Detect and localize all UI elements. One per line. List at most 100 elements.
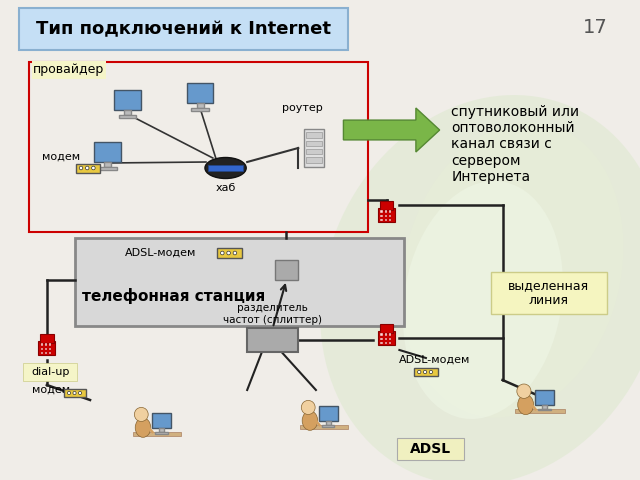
Circle shape	[424, 370, 427, 374]
Bar	[65, 389, 86, 397]
Bar	[388, 342, 391, 344]
Text: ADSL: ADSL	[410, 442, 451, 456]
Bar	[326, 421, 331, 425]
Bar	[380, 324, 394, 333]
Text: Тип подключений к Internet: Тип подключений к Internet	[36, 20, 332, 38]
Circle shape	[134, 408, 148, 421]
Ellipse shape	[135, 418, 151, 437]
Bar	[49, 343, 51, 346]
Bar	[385, 210, 387, 213]
Text: модем: модем	[42, 152, 79, 162]
Bar	[322, 425, 335, 427]
Bar	[319, 407, 338, 421]
Ellipse shape	[205, 157, 246, 179]
Bar	[99, 168, 116, 170]
Bar	[45, 352, 47, 354]
Bar	[304, 129, 324, 168]
Bar	[217, 249, 242, 258]
Bar	[118, 115, 136, 118]
Bar	[38, 341, 55, 355]
Bar	[49, 352, 51, 354]
Text: хаб: хаб	[216, 183, 236, 193]
Text: модем: модем	[32, 385, 70, 395]
Bar	[45, 348, 47, 350]
Bar	[49, 348, 51, 350]
Circle shape	[301, 400, 315, 415]
Bar	[515, 409, 564, 413]
Bar	[388, 337, 391, 340]
Text: 17: 17	[583, 18, 608, 37]
Bar	[306, 149, 322, 155]
Ellipse shape	[320, 95, 640, 480]
Bar	[40, 352, 43, 354]
Bar	[300, 425, 348, 429]
Bar	[414, 368, 438, 376]
Text: выделенная
линия: выделенная линия	[508, 279, 589, 307]
Text: разделитель
частот (сплиттер): разделитель частот (сплиттер)	[223, 303, 322, 325]
Bar	[196, 103, 204, 108]
Bar	[29, 62, 368, 232]
Bar	[385, 337, 387, 340]
Bar	[155, 432, 168, 433]
Bar	[132, 432, 181, 435]
Text: ADSL-модем: ADSL-модем	[399, 355, 471, 365]
Circle shape	[429, 370, 433, 374]
Bar	[378, 208, 395, 222]
Bar	[388, 219, 391, 221]
Ellipse shape	[403, 181, 563, 419]
Circle shape	[220, 251, 224, 255]
Bar	[491, 272, 607, 314]
Bar	[380, 337, 383, 340]
Bar	[388, 333, 391, 336]
Circle shape	[92, 166, 95, 170]
Ellipse shape	[518, 395, 534, 415]
Bar	[191, 108, 209, 111]
Bar	[380, 333, 383, 336]
Bar	[76, 164, 100, 172]
Text: ADSL-модем: ADSL-модем	[125, 248, 196, 258]
Bar	[385, 215, 387, 217]
Bar	[76, 238, 404, 326]
Bar	[306, 141, 322, 146]
Circle shape	[417, 370, 421, 374]
Circle shape	[79, 166, 83, 170]
Bar	[378, 331, 395, 345]
Polygon shape	[344, 108, 440, 152]
Bar	[40, 343, 43, 346]
Bar	[385, 342, 387, 344]
Circle shape	[517, 384, 531, 398]
Text: спутниковый или
оптоволоконный
канал связи с
сервером
Интернета: спутниковый или оптоволоконный канал свя…	[451, 105, 580, 184]
Bar	[306, 132, 322, 138]
Circle shape	[79, 391, 82, 395]
Bar	[388, 215, 391, 217]
Bar	[380, 215, 383, 217]
Bar	[275, 260, 298, 280]
Circle shape	[67, 391, 70, 395]
Bar	[208, 165, 243, 171]
Bar	[187, 83, 213, 103]
Bar	[306, 157, 322, 163]
Bar	[538, 408, 550, 410]
Bar	[385, 219, 387, 221]
Bar	[247, 328, 298, 352]
Bar	[380, 342, 383, 344]
Bar	[388, 210, 391, 213]
Bar	[40, 335, 54, 343]
Bar	[397, 438, 464, 460]
Bar	[40, 348, 43, 350]
Circle shape	[227, 251, 230, 255]
Bar	[380, 202, 394, 210]
Text: dial-up: dial-up	[31, 367, 70, 377]
Circle shape	[233, 251, 237, 255]
Bar	[95, 142, 121, 162]
Text: телефонная станция: телефонная станция	[82, 288, 265, 304]
Bar	[534, 390, 554, 405]
Bar	[380, 219, 383, 221]
Bar	[124, 110, 131, 115]
Bar	[32, 61, 106, 79]
Bar	[104, 162, 111, 168]
Bar	[114, 90, 141, 110]
Bar	[23, 363, 77, 381]
Bar	[19, 8, 348, 50]
Bar	[152, 413, 171, 428]
